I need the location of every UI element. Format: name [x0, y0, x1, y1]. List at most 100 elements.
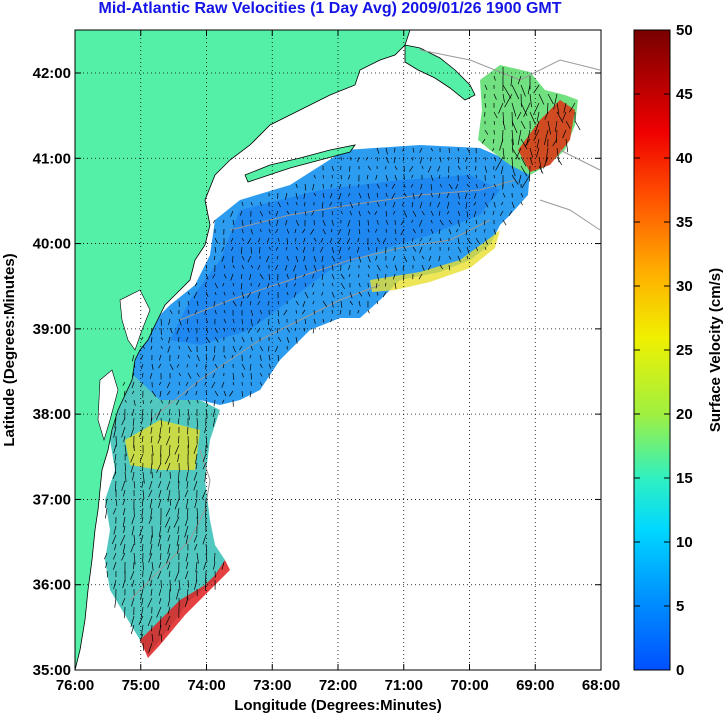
velocity-arrow	[205, 507, 207, 518]
velocity-arrow	[301, 309, 306, 315]
velocity-arrow	[349, 201, 354, 209]
velocity-arrow	[285, 192, 288, 200]
velocity-arrow	[419, 147, 423, 153]
velocity-arrow	[176, 327, 180, 335]
velocity-arrow	[275, 246, 279, 251]
velocity-arrow	[123, 390, 126, 396]
velocity-arrow	[176, 588, 180, 600]
velocity-arrow	[123, 489, 126, 497]
velocity-arrow	[140, 624, 144, 636]
velocity-arrow	[187, 345, 192, 353]
velocity-arrow	[142, 489, 145, 499]
velocity-arrow	[205, 354, 208, 361]
velocity-arrow	[241, 318, 244, 325]
velocity-arrow	[313, 255, 317, 262]
velocity-arrow	[205, 273, 209, 280]
velocity-arrow	[375, 255, 378, 261]
velocity-arrow	[347, 246, 351, 251]
velocity-arrow	[202, 462, 207, 470]
velocity-arrow	[347, 174, 351, 180]
velocity-arrow	[303, 192, 306, 199]
velocity-arrow	[544, 111, 549, 120]
velocity-arrow	[268, 318, 270, 326]
velocity-arrow	[213, 255, 216, 261]
velocity-arrow	[330, 228, 333, 233]
velocity-arrow	[113, 579, 117, 589]
velocity-arrow	[274, 345, 279, 353]
velocity-arrow	[374, 228, 378, 233]
velocity-arrow	[131, 390, 135, 395]
y-tick-label: 36:00	[33, 577, 71, 594]
velocity-arrow	[164, 453, 171, 465]
velocity-arrow	[376, 273, 380, 281]
velocity-arrow	[483, 210, 486, 215]
velocity-arrow	[437, 165, 441, 172]
velocity-arrow	[358, 183, 360, 188]
velocity-arrow	[149, 498, 153, 509]
velocity-arrow	[204, 426, 207, 434]
velocity-arrow	[221, 561, 225, 570]
velocity-arrow	[184, 525, 189, 538]
velocity-arrow	[429, 237, 432, 242]
velocity-arrow	[204, 471, 207, 482]
velocity-arrow	[140, 606, 144, 618]
land-mainland	[75, 30, 411, 670]
velocity-arrow	[493, 111, 498, 119]
velocity-arrow	[330, 318, 333, 323]
velocity-arrow	[385, 228, 388, 233]
velocity-arrow	[178, 408, 181, 417]
velocity-arrow	[168, 399, 171, 404]
y-tick-label: 38:00	[33, 406, 71, 423]
velocity-arrow	[111, 534, 117, 545]
velocity-arrow	[322, 300, 328, 308]
velocity-arrow	[160, 399, 164, 404]
velocity-arrow	[196, 552, 199, 564]
velocity-arrow	[150, 408, 153, 421]
velocity-arrow	[247, 255, 252, 263]
velocity-arrow	[130, 462, 135, 473]
velocity-arrow	[475, 219, 478, 225]
velocity-arrow	[466, 183, 470, 187]
velocity-arrow	[158, 561, 162, 569]
velocity-arrow	[376, 192, 379, 198]
velocity-arrow	[293, 291, 297, 298]
velocity-arrow	[277, 309, 280, 317]
velocity-arrow	[382, 237, 387, 244]
velocity-arrow	[122, 516, 126, 528]
velocity-arrow	[438, 228, 441, 235]
velocity-arrow	[562, 129, 567, 139]
velocity-arrow	[484, 237, 488, 245]
velocity-arrow	[156, 462, 162, 473]
velocity-arrow	[157, 435, 162, 444]
velocity-arrow	[247, 237, 252, 244]
velocity-arrow	[419, 201, 423, 209]
velocity-arrow	[331, 282, 334, 287]
velocity-arrow	[430, 174, 434, 181]
velocity-arrow	[259, 273, 264, 280]
velocity-arrow	[205, 390, 208, 396]
velocity-arrow	[349, 255, 352, 263]
velocity-arrow	[230, 210, 234, 217]
velocity-arrow	[141, 516, 144, 524]
velocity-arrow	[303, 273, 306, 278]
velocity-arrow	[133, 363, 136, 368]
velocity-arrow	[186, 480, 189, 489]
velocity-arrow	[194, 309, 198, 315]
velocity-arrow	[340, 282, 345, 290]
velocity-arrow	[214, 282, 218, 289]
velocity-arrow	[358, 291, 363, 297]
velocity-arrow	[169, 363, 174, 371]
velocity-arrow	[149, 399, 153, 404]
velocity-arrow	[150, 462, 153, 474]
velocity-arrow	[418, 192, 423, 199]
y-tick-label: 37:00	[33, 491, 71, 508]
velocity-arrow	[446, 192, 450, 199]
velocity-arrow	[142, 345, 145, 349]
velocity-arrow	[114, 462, 117, 475]
velocity-arrow	[194, 543, 198, 551]
velocity-arrow	[212, 372, 216, 378]
velocity-arrow	[457, 201, 461, 206]
velocity-arrow	[158, 381, 162, 386]
velocity-arrow	[376, 264, 381, 271]
velocity-arrow	[303, 327, 306, 332]
